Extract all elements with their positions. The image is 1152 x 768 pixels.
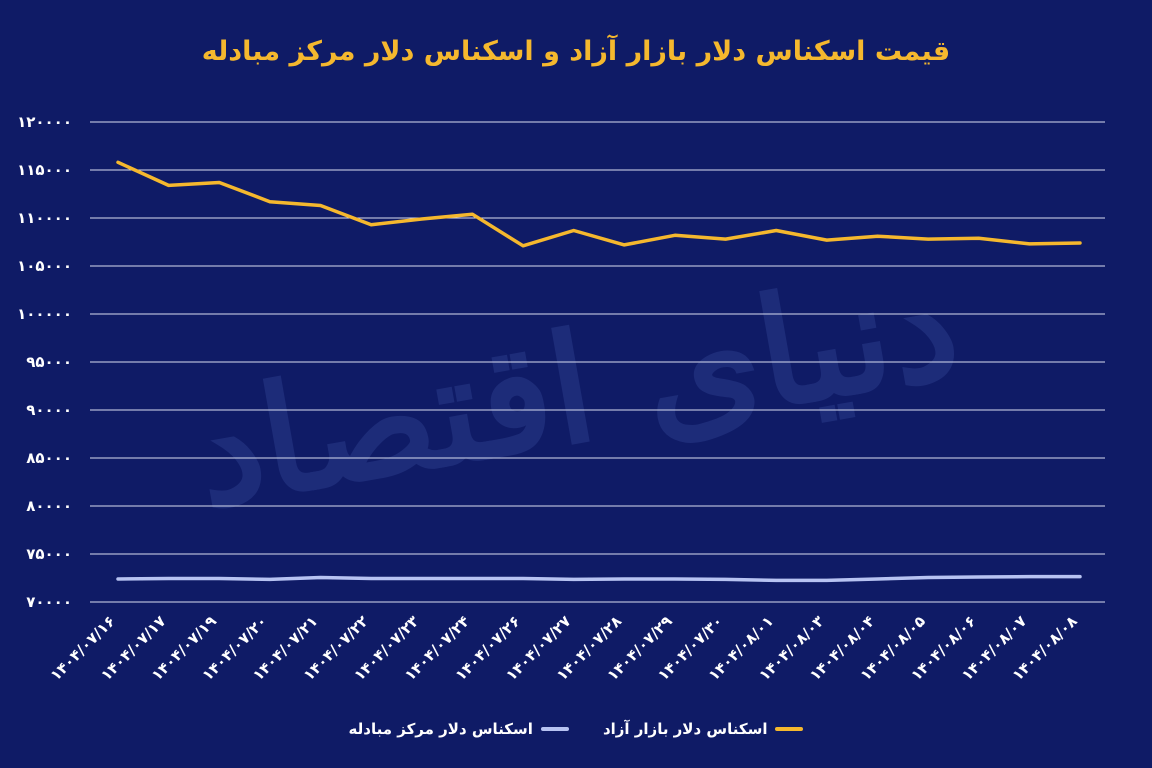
- legend-item-free-market: اسکناس دلار بازار آزاد: [603, 720, 804, 738]
- series-line-free-market: [116, 160, 1082, 248]
- y-tick-label: ۱۱۵۰۰۰: [17, 161, 72, 179]
- y-tick-label: ۹۰۰۰۰: [26, 401, 72, 419]
- y-tick-label: ۱۱۰۰۰۰: [17, 209, 72, 227]
- y-tick-label: ۱۲۰۰۰۰: [17, 113, 72, 131]
- legend-swatch: [775, 727, 804, 731]
- y-tick-label: ۷۵۰۰۰: [26, 545, 72, 563]
- series-lines: [116, 160, 1082, 583]
- legend-item-exchange-center: اسکناس دلار مرکز مبادله: [349, 720, 569, 738]
- series-line-exchange-center: [116, 574, 1082, 583]
- y-tick-label: ۱۰۰۰۰۰: [17, 305, 72, 323]
- y-tick-label: ۱۰۵۰۰۰: [17, 257, 72, 275]
- y-axis-ticks: ۷۰۰۰۰ ۷۵۰۰۰ ۸۰۰۰۰ ۸۵۰۰۰ ۹۰۰۰۰ ۹۵۰۰۰ ۱۰۰۰۰۰ ۱۰۵۰…: [17, 113, 72, 611]
- x-axis-ticks: ۱۴۰۴/۰۷/۱۶۱۴۰۴/۰۷/۱۷۱۴۰۴/۰۷/۱۹۱۴۰۴/۰۷/۲۰…: [47, 612, 1081, 684]
- chart-title: قیمت اسکناس دلار بازار آزاد و اسکناس دلا…: [201, 36, 951, 67]
- y-tick-label: ۹۵۰۰۰: [26, 353, 72, 371]
- grid-lines: [90, 121, 1105, 603]
- y-tick-label: ۸۰۰۰۰: [26, 497, 72, 515]
- watermark-text: دنیای اقتصاد: [181, 235, 970, 542]
- legend: اسکناس دلار بازار آزاد اسکناس دلار مرکز م…: [0, 720, 1152, 738]
- legend-label: اسکناس دلار مرکز مبادله: [348, 720, 533, 738]
- legend-swatch: [540, 727, 569, 731]
- y-tick-label: ۸۵۰۰۰: [26, 449, 72, 467]
- y-tick-label: ۷۰۰۰۰: [26, 593, 72, 611]
- legend-label: اسکناس دلار بازار آزاد: [602, 720, 768, 738]
